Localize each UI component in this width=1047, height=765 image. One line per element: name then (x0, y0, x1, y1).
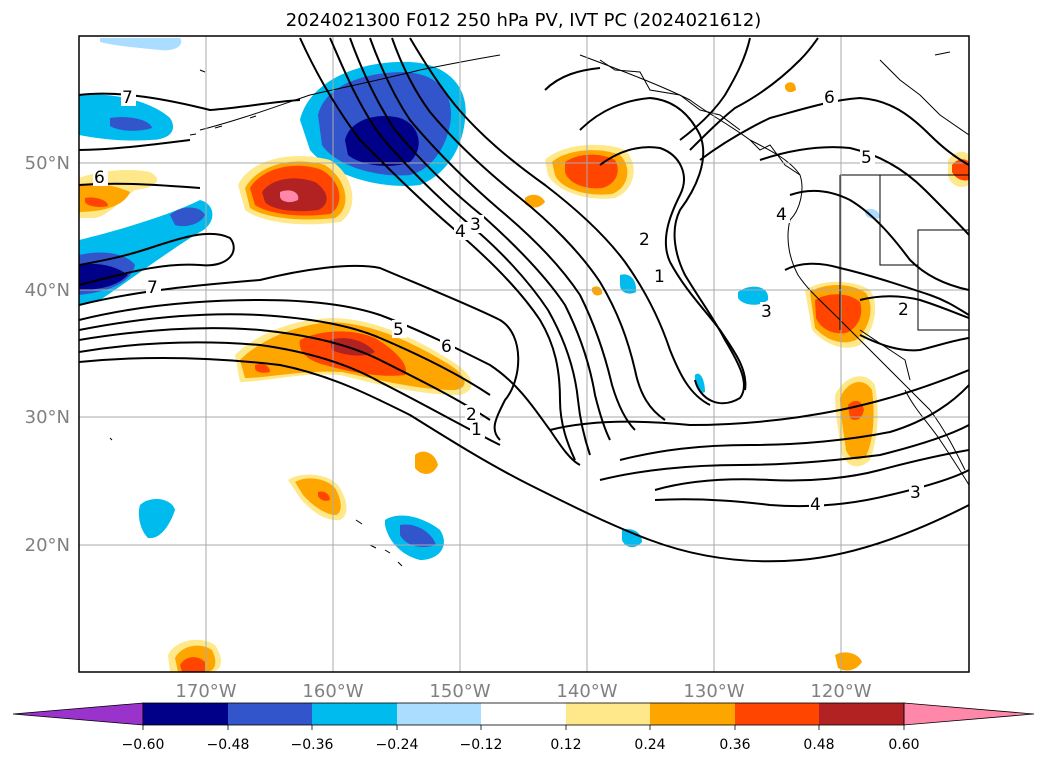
map-title: 2024021300 F012 250 hPa PV, IVT PC (2024… (285, 10, 762, 31)
colorbar-tick-label: −0.48 (207, 737, 250, 753)
colorbar-tick-label: −0.24 (376, 737, 419, 753)
colorbar-swatch (312, 703, 397, 725)
contour-label: 7 (147, 278, 158, 298)
latitude-labels: 50°N 40°N 30°N 20°N (25, 153, 70, 556)
contour-label: 6 (94, 168, 105, 188)
lat-label: 30°N (25, 407, 70, 428)
contour-label: 7 (122, 88, 133, 108)
lon-label: 130°W (683, 681, 744, 702)
colorbar-swatch (228, 703, 312, 725)
lon-label: 170°W (175, 681, 236, 702)
contour-label: 5 (861, 148, 872, 168)
colorbar-tick-label: 0.48 (803, 737, 834, 753)
contour-label: 4 (776, 205, 787, 225)
colorbar-extend-low (12, 702, 144, 726)
lat-label: 50°N (25, 153, 70, 174)
lon-label: 160°W (302, 681, 363, 702)
contour-label: 3 (910, 483, 921, 503)
lon-label: 140°W (556, 681, 617, 702)
colorbar-tick-label: 0.36 (719, 737, 750, 753)
contour-label: 2 (466, 405, 477, 425)
colorbar-swatch (397, 703, 481, 725)
contour-label: 1 (654, 267, 665, 287)
contour-label: 3 (761, 302, 772, 322)
contour-label: 3 (470, 215, 481, 235)
colorbar-tick-label: 0.24 (634, 737, 665, 753)
contour-label: 1 (471, 420, 482, 440)
map-frame (78, 35, 970, 673)
ivt-contours (79, 37, 969, 563)
colorbar-tick-label: −0.36 (291, 737, 334, 753)
colorbar-tick-label: −0.12 (460, 737, 503, 753)
colorbar-swatch (735, 703, 819, 725)
lon-label: 120°W (810, 681, 871, 702)
lon-label: 150°W (429, 681, 490, 702)
colorbar-swatch (143, 703, 228, 725)
contour-label: 6 (824, 88, 835, 108)
colorbar-swatch (819, 703, 904, 725)
colorbar-extend-high (903, 702, 1035, 726)
colorbar: −0.60 −0.48 −0.36 −0.24 −0.12 0.12 0.24 … (12, 702, 1035, 753)
colorbar-tick-label: 0.60 (888, 737, 919, 753)
contour-label: 5 (393, 320, 404, 340)
longitude-labels: 170°W 160°W 150°W 140°W 130°W 120°W (175, 681, 871, 702)
colorbar-tick-label: −0.60 (122, 737, 165, 753)
contour-label: 2 (639, 230, 650, 250)
pv-negative-shading (79, 38, 880, 560)
contour-label: 6 (441, 337, 452, 357)
contour-label: 2 (898, 300, 909, 320)
contour-labels: 7 6 7 4 3 5 6 2 1 2 1 3 4 5 6 2 4 3 (93, 88, 924, 515)
colorbar-swatch (481, 703, 566, 725)
colorbar-swatch (650, 703, 735, 725)
map-background (79, 36, 969, 672)
colorbar-tick-label: 0.12 (550, 737, 581, 753)
lat-label: 20°N (25, 535, 70, 556)
contour-label: 4 (455, 222, 466, 242)
lat-label: 40°N (25, 280, 70, 301)
coastlines (109, 51, 969, 567)
graticule (79, 36, 969, 672)
contour-label: 4 (810, 495, 821, 515)
colorbar-swatch (566, 703, 650, 725)
